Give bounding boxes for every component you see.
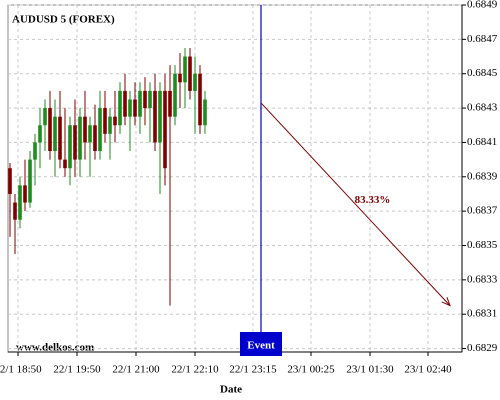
- y-tick-label: 0.6843: [467, 102, 498, 114]
- candle-body: [178, 73, 182, 83]
- candle-body: [163, 90, 167, 169]
- chart-title: AUDUSD 5 (FOREX): [12, 14, 115, 26]
- y-tick-label: 0.6829: [467, 342, 498, 354]
- candle-body: [158, 90, 162, 143]
- candle-body: [133, 99, 137, 117]
- candle-body: [58, 116, 62, 160]
- candle-body: [73, 125, 77, 160]
- candle-body: [108, 116, 112, 134]
- watermark: www.delkos.com: [16, 342, 94, 354]
- candle-body: [8, 168, 12, 194]
- x-tick-label: 23/1 00:25: [287, 364, 335, 376]
- y-tick-label: 0.6835: [467, 239, 498, 251]
- candle-body: [143, 90, 147, 109]
- candle-body: [123, 90, 127, 117]
- candle-body: [13, 202, 17, 220]
- candle-body: [188, 56, 192, 91]
- x-tick-label: 22/1 19:50: [53, 364, 101, 376]
- candle-body: [148, 90, 152, 109]
- y-tick-label: 0.6839: [467, 170, 498, 182]
- y-tick-label: 0.6845: [467, 67, 498, 79]
- candle-body: [78, 116, 82, 160]
- y-tick-label: 0.6847: [467, 33, 498, 45]
- candle-body: [48, 108, 52, 152]
- x-tick-label: 23/1 02:40: [404, 364, 452, 376]
- y-tick-label: 0.6831: [467, 308, 497, 320]
- x-tick-label: 22/1 23:15: [229, 364, 277, 376]
- x-tick-label: 22/1 18:50: [0, 364, 42, 376]
- candle-body: [28, 159, 32, 203]
- y-tick-label: 0.6849: [467, 0, 498, 11]
- y-tick-label: 0.6833: [467, 273, 498, 285]
- candle-body: [128, 99, 132, 117]
- candle-body: [183, 56, 187, 83]
- candle-body: [138, 90, 142, 117]
- candle-body: [18, 185, 22, 220]
- candle-body: [53, 116, 57, 152]
- candle-body: [153, 90, 157, 143]
- candle-body: [103, 108, 107, 134]
- candle-body: [118, 90, 122, 126]
- projection-label: 83.33%: [355, 194, 391, 206]
- candle-body: [203, 99, 207, 126]
- candle-body: [113, 116, 117, 126]
- candle-body: [93, 125, 97, 152]
- candle-body: [63, 159, 67, 169]
- candle-body: [198, 73, 202, 126]
- x-tick-label: 22/1 22:10: [171, 364, 219, 376]
- plot-frame: [7, 4, 463, 353]
- x-axis-label: Date: [220, 384, 242, 396]
- x-tick-label: 22/1 21:00: [112, 364, 160, 376]
- candle-body: [43, 108, 47, 126]
- projection-arrow: [260, 102, 451, 306]
- candle-body: [83, 116, 87, 143]
- x-tick-label: 23/1 01:30: [346, 364, 394, 376]
- candle-body: [38, 125, 42, 143]
- candle-body: [68, 125, 72, 169]
- candle-body: [173, 73, 177, 117]
- candle-body: [193, 73, 197, 91]
- y-tick-label: 0.6841: [467, 136, 497, 148]
- candle-body: [168, 90, 172, 117]
- event-label: Event: [247, 340, 275, 352]
- candle-body: [88, 125, 92, 143]
- candle-body: [23, 185, 27, 203]
- arrow-head: [441, 296, 451, 307]
- candle-body: [33, 142, 37, 160]
- y-tick-label: 0.6837: [467, 205, 498, 217]
- event-box: [240, 332, 282, 356]
- candle-body: [98, 108, 102, 152]
